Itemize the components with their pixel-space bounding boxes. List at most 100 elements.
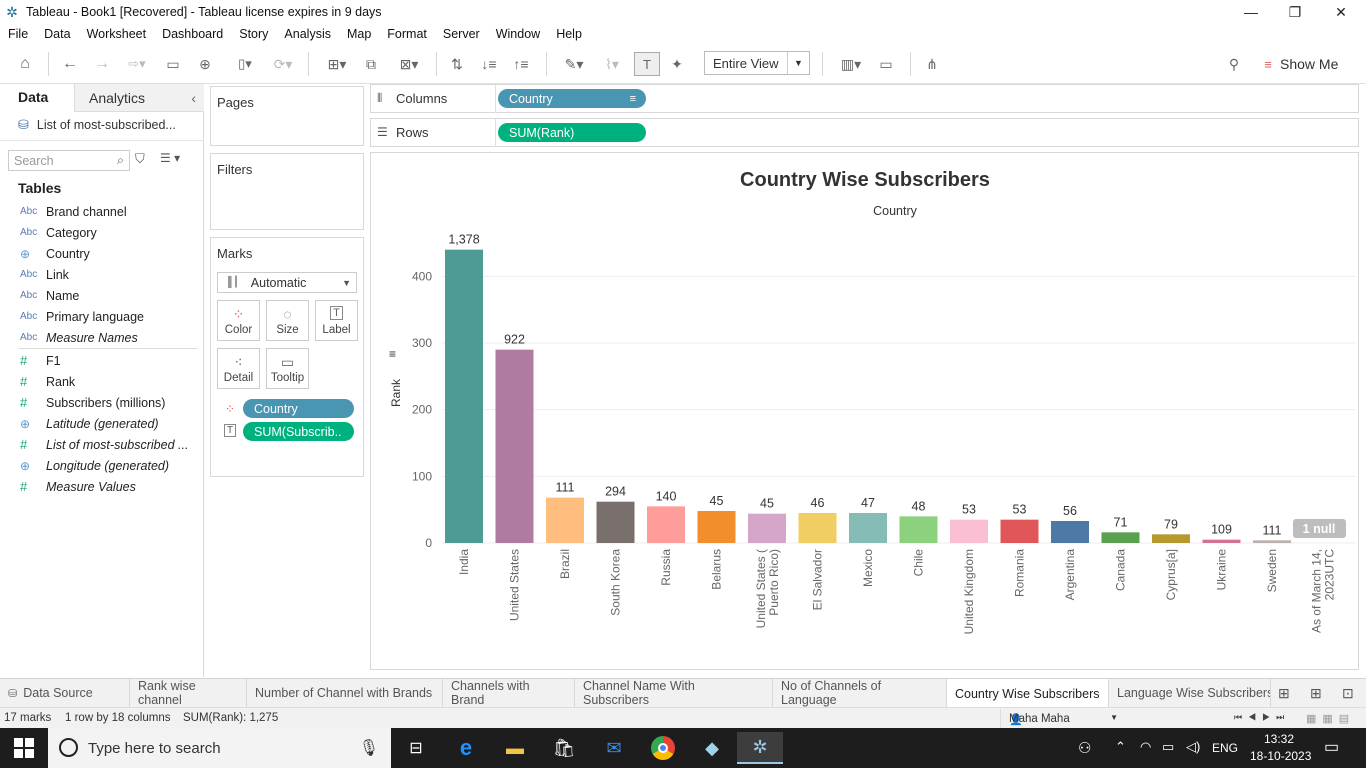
field-item[interactable]: # List of most-subscribed ...: [0, 434, 200, 455]
mail-icon[interactable]: ✉: [606, 737, 622, 758]
bar[interactable]: [798, 513, 837, 543]
bar[interactable]: [697, 511, 736, 543]
file-explorer-icon[interactable]: ▬: [506, 737, 524, 758]
taskbar-search[interactable]: Type here to search 🎙: [48, 728, 391, 768]
menu-server[interactable]: Server: [442, 27, 480, 41]
sort-icon[interactable]: ≡: [389, 347, 396, 361]
tab-country-wise-subscribers[interactable]: Country Wise Subscribers: [947, 679, 1109, 707]
bar[interactable]: [1101, 532, 1140, 543]
share-icon[interactable]: ⋔: [926, 55, 938, 72]
show-me-button[interactable]: Show Me: [1280, 56, 1339, 72]
field-item[interactable]: ⊕ Latitude (generated): [0, 413, 200, 434]
group-icon[interactable]: ⌇▾: [605, 55, 619, 72]
edge-icon[interactable]: e: [459, 735, 473, 760]
battery-icon[interactable]: ▭: [1162, 739, 1175, 754]
bar[interactable]: [495, 349, 534, 543]
field-item[interactable]: Abc Brand channel: [0, 201, 200, 222]
menu-story[interactable]: Story: [239, 27, 269, 41]
columns-pill-country[interactable]: Country ≡: [498, 89, 646, 108]
bar[interactable]: [596, 501, 635, 543]
replay-icon[interactable]: ⇨▾: [128, 56, 146, 71]
menu-worksheet[interactable]: Worksheet: [86, 27, 147, 41]
clock-time[interactable]: 13:32: [1264, 732, 1295, 746]
tab-rank-wise-channel[interactable]: Rank wise channel: [130, 679, 247, 707]
new-worksheet-tab-icon[interactable]: ⊞: [1278, 685, 1290, 701]
presentation-icon[interactable]: ▭: [879, 55, 893, 72]
highlight-icon[interactable]: ✎▾: [564, 55, 584, 72]
duplicate-icon[interactable]: ⧉: [366, 55, 376, 72]
field-item[interactable]: Abc Measure Names: [0, 327, 200, 348]
notification-icon[interactable]: ▭: [1324, 739, 1340, 756]
filters-shelf[interactable]: Filters: [210, 153, 364, 230]
new-worksheet-icon[interactable]: ⊞▾: [327, 55, 347, 72]
marks-pill-subscribers[interactable]: SUM(Subscrib..: [243, 422, 354, 441]
bar[interactable]: [1152, 534, 1190, 543]
menu-map[interactable]: Map: [346, 27, 372, 41]
user-menu[interactable]: 👤 Maha Maha ▼: [1000, 709, 1124, 728]
bar[interactable]: [950, 519, 988, 543]
bar[interactable]: [748, 513, 786, 543]
menu-data[interactable]: Data: [44, 27, 71, 41]
sort-ascending-icon[interactable]: ↓≡: [481, 56, 497, 72]
view-options-icon[interactable]: ☰ ▾: [160, 151, 181, 165]
fit-view-select[interactable]: Entire View ▼: [704, 51, 810, 75]
tab-channel-name-with-subscribers[interactable]: Channel Name With Subscribers: [575, 679, 773, 707]
menu-analysis[interactable]: Analysis: [284, 27, 331, 41]
windows-start-icon[interactable]: [14, 738, 34, 758]
minimize-button[interactable]: —: [1244, 4, 1258, 20]
size-button[interactable]: ◌ Size: [266, 300, 309, 341]
tooltip-button[interactable]: ▭ Tooltip: [266, 348, 309, 389]
bar[interactable]: [1202, 539, 1241, 543]
tab-analytics[interactable]: Analytics ‹: [74, 84, 204, 112]
tab-language-wise-subscribers[interactable]: Language Wise Subscribers: [1109, 679, 1271, 707]
sort-descending-icon[interactable]: ↑≡: [513, 56, 529, 72]
people-icon[interactable]: ⚇: [1078, 740, 1092, 757]
tab-data[interactable]: Data: [0, 84, 74, 112]
menu-dashboard[interactable]: Dashboard: [162, 27, 224, 41]
field-item[interactable]: # Measure Values: [0, 476, 200, 497]
mark-type-select[interactable]: ▌▎ Automatic ▼: [217, 272, 357, 293]
rows-pill-sum-rank[interactable]: SUM(Rank): [498, 123, 646, 142]
bar[interactable]: [849, 513, 887, 543]
menu-file[interactable]: File: [8, 27, 29, 41]
new-datasource-icon[interactable]: ⊕: [199, 55, 211, 72]
menu-window[interactable]: Window: [495, 27, 541, 41]
collapse-icon[interactable]: ‹: [191, 89, 196, 106]
tab-no-of-channels-of-language[interactable]: No of Channels of Language: [773, 679, 947, 707]
field-item[interactable]: ⊕ Longitude (generated): [0, 455, 200, 476]
search-input[interactable]: Search ⌕: [8, 150, 130, 171]
task-view-icon[interactable]: ⊟: [409, 740, 423, 757]
redo-icon[interactable]: →: [94, 55, 110, 72]
bar[interactable]: [899, 516, 938, 543]
field-item[interactable]: # Rank: [0, 371, 200, 392]
pause-updates-icon[interactable]: ▯▾: [238, 56, 252, 71]
restore-button[interactable]: ❐: [1288, 3, 1302, 20]
pin-icon[interactable]: ✦: [671, 55, 683, 72]
volume-icon[interactable]: ◁): [1186, 739, 1201, 754]
show-cards-icon[interactable]: ▥▾: [840, 55, 862, 72]
refresh-icon[interactable]: ⟳▾: [273, 55, 293, 72]
filter-icon[interactable]: ⛉: [135, 151, 145, 166]
color-button[interactable]: ⁘ Color: [217, 300, 260, 341]
marks-pill-country[interactable]: Country: [243, 399, 354, 418]
columns-shelf[interactable]: ⦀ Columns Country ≡: [370, 84, 1359, 113]
new-story-tab-icon[interactable]: ⊡: [1342, 685, 1354, 701]
bar[interactable]: [445, 249, 483, 543]
save-icon[interactable]: ▭: [166, 55, 180, 72]
tab-channels-with-brand[interactable]: Channels with Brand: [443, 679, 575, 707]
format-painter-icon[interactable]: ⚲: [1228, 55, 1240, 72]
null-indicator[interactable]: [1293, 519, 1346, 538]
field-item[interactable]: # F1: [0, 350, 200, 371]
close-button[interactable]: ✕: [1335, 3, 1347, 20]
detail-button[interactable]: ⁖ Detail: [217, 348, 260, 389]
field-item[interactable]: Abc Name: [0, 285, 200, 306]
show-me-icon[interactable]: ≡: [1264, 56, 1272, 72]
field-item[interactable]: Abc Primary language: [0, 306, 200, 327]
tray-chevron-icon[interactable]: ⌃: [1115, 739, 1126, 754]
sheet-nav-icons[interactable]: ⏮◀▶⏭: [1234, 712, 1291, 722]
swap-icon[interactable]: ⇅: [451, 55, 463, 72]
tab-data-source[interactable]: ⛁ Data Source: [0, 679, 130, 707]
app-icon[interactable]: ◆: [705, 737, 719, 758]
microphone-icon[interactable]: 🎙: [358, 740, 379, 757]
bar[interactable]: [647, 506, 685, 543]
